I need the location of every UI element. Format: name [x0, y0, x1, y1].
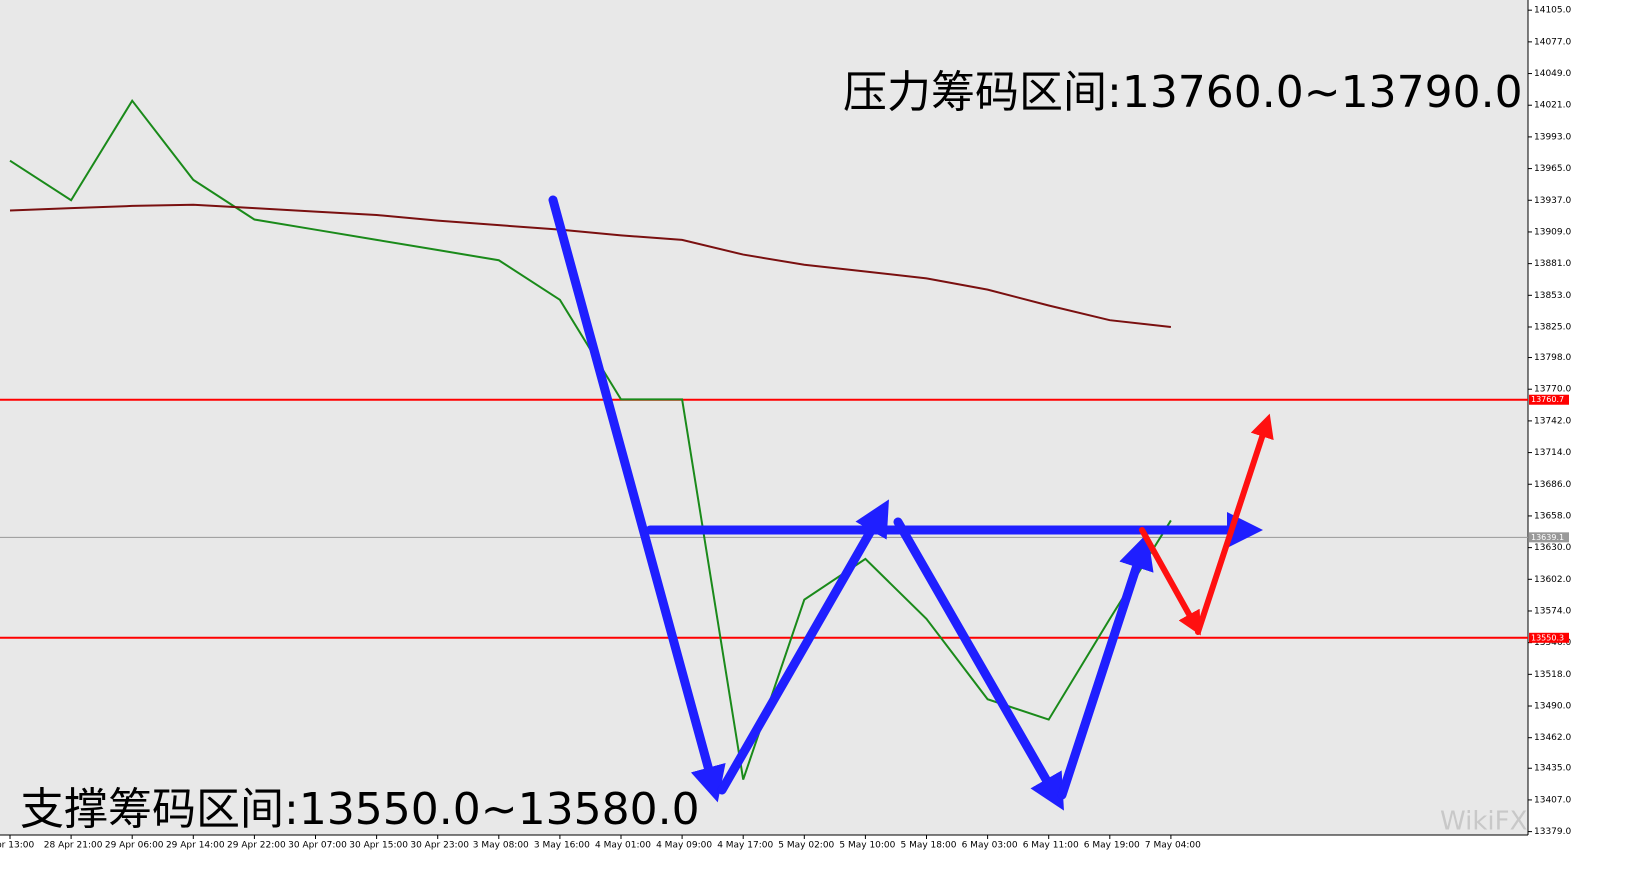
y-tick-label: 13937.0 [1534, 196, 1571, 206]
y-tick-label: 14021.0 [1534, 101, 1571, 111]
x-tick-label: 30 Apr 15:00 [349, 841, 408, 851]
x-tick-label: 30 Apr 23:00 [410, 841, 469, 851]
arrow [1195, 413, 1274, 635]
y-tick-label: 13686.0 [1534, 480, 1571, 490]
x-tick-label: 5 May 02:00 [778, 841, 834, 851]
y-tick-label: 14077.0 [1534, 37, 1571, 47]
y-tick-label: 13546.0 [1534, 638, 1571, 648]
arrows [548, 195, 1274, 811]
level-label: 13550.3 [1531, 633, 1564, 642]
y-tick-label: 13853.0 [1534, 291, 1571, 301]
y-tick-label: 13435.0 [1534, 764, 1571, 774]
x-tick-label: 4 May 17:00 [717, 841, 773, 851]
y-tick-label: 14049.0 [1534, 69, 1571, 79]
level-tag [1529, 632, 1569, 643]
time-axis [0, 835, 1528, 893]
y-tick-label: 13770.0 [1534, 385, 1571, 395]
x-tick-label: 6 May 03:00 [962, 841, 1018, 851]
watermark: WikiFX [1440, 807, 1527, 837]
arrow [1139, 527, 1201, 636]
y-tick-label: 14105.0 [1534, 6, 1571, 16]
level-label: 13760.7 [1531, 395, 1564, 404]
x-tick-label: 4 May 09:00 [656, 841, 712, 851]
y-tick-label: 13574.0 [1534, 606, 1571, 616]
y-tick-label: 13462.0 [1534, 733, 1571, 743]
y-tick-label: 13714.0 [1534, 448, 1571, 458]
y-tick-label: 13490.0 [1534, 702, 1571, 712]
arrow [717, 499, 889, 795]
x-tick-label: 30 Apr 07:00 [288, 841, 347, 851]
price-axis [1528, 0, 1638, 893]
y-tick-label: 13602.0 [1534, 575, 1571, 585]
arrow [893, 517, 1064, 811]
x-tick-label: 4 May 01:00 [595, 841, 651, 851]
x-tick-label: 29 Apr 06:00 [105, 841, 164, 851]
level-tag [1529, 394, 1569, 405]
x-tick-label: 28 Apr 21:00 [44, 841, 103, 851]
arrow [548, 195, 726, 803]
annotation: 支撑筹码区间:13550.0~13580.0 [20, 784, 700, 835]
x-tick-label: 7 May 04:00 [1145, 841, 1201, 851]
level-label: 13639.1 [1531, 533, 1564, 542]
x-tick-label: 6 May 19:00 [1084, 841, 1140, 851]
x-tick-label: 5 May 18:00 [901, 841, 957, 851]
y-tick-label: 13965.0 [1534, 164, 1571, 174]
y-tick-label: 13798.0 [1534, 353, 1571, 363]
y-tick-label: 13909.0 [1534, 227, 1571, 237]
level-tag [1529, 532, 1569, 543]
x-tick-label: 29 Apr 22:00 [227, 841, 286, 851]
y-tick-label: 13379.0 [1534, 827, 1571, 837]
y-tick-label: 13742.0 [1534, 416, 1571, 426]
arrow [1057, 532, 1154, 800]
x-tick-label: Apr 13:00 [0, 841, 34, 851]
x-tick-label: 5 May 10:00 [839, 841, 895, 851]
y-tick-label: 13630.0 [1534, 543, 1571, 553]
x-tick-label: 6 May 11:00 [1023, 841, 1079, 851]
x-tick-label: 29 Apr 14:00 [166, 841, 225, 851]
annotation: 压力筹码区间:13760.0~13790.0 [843, 67, 1523, 118]
y-tick-label: 13881.0 [1534, 259, 1571, 269]
y-tick-label: 13658.0 [1534, 511, 1571, 521]
x-tick-label: 3 May 16:00 [534, 841, 590, 851]
y-tick-label: 13993.0 [1534, 132, 1571, 142]
x-tick-label: 3 May 08:00 [473, 841, 529, 851]
y-tick-label: 13825.0 [1534, 322, 1571, 332]
y-tick-label: 13518.0 [1534, 670, 1571, 680]
series-line [9, 203, 1172, 328]
y-tick-label: 13407.0 [1534, 795, 1571, 805]
